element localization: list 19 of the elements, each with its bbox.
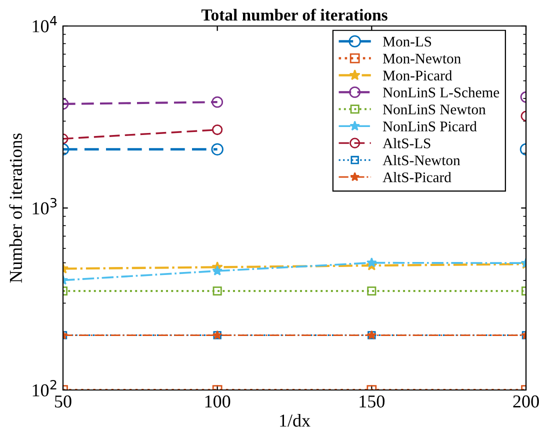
legend-label: Mon-Picard [382, 70, 452, 80]
x-axis-title: 1/dx [280, 414, 310, 427]
y-tick-label: 10$^{4}$ [32, 16, 57, 32]
legend-label: NonLinS Newton [382, 104, 486, 114]
x-tick-label: 200 [513, 395, 539, 408]
x-tick-label: 150 [360, 395, 385, 408]
legend-label: NonLinS L-Scheme [382, 87, 500, 98]
x-tick-label: 50 [55, 395, 72, 408]
y-axis-title: Number of iterations [9, 133, 22, 283]
legend-label: Mon-LS [382, 36, 432, 47]
legend-label: NonLinS Picard [382, 121, 477, 132]
y-tick-label: 10$^{2}$ [32, 380, 56, 396]
legend-label: AltS-LS [382, 138, 430, 148]
legend-label: AltS-Picard [382, 172, 452, 182]
y-tick-label: 10$^{3}$ [32, 198, 56, 214]
chart-title: Total number of iterations [201, 8, 388, 21]
legend-label: Mon-Newton [382, 54, 461, 64]
legend-label: AltS-Newton [382, 155, 460, 166]
x-tick-label: 100 [205, 395, 230, 408]
